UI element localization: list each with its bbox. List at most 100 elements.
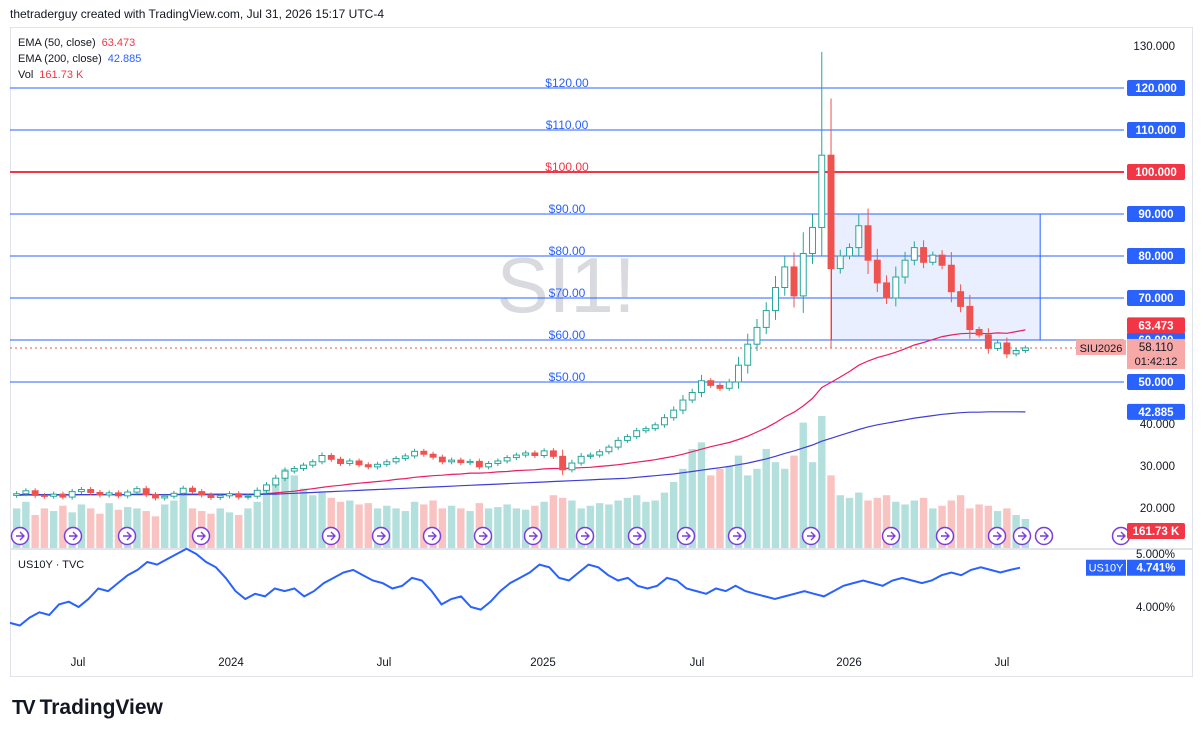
candle-body — [707, 380, 715, 386]
candle-body — [975, 329, 983, 336]
volume-bar — [660, 492, 669, 548]
candle-body — [642, 428, 650, 432]
volume-bar — [679, 468, 687, 548]
candle-body — [50, 493, 58, 497]
volume-bar — [512, 508, 521, 548]
volume-bar — [410, 501, 419, 548]
volume-bar — [318, 492, 326, 548]
volume-bar — [734, 455, 743, 548]
volume-bar — [975, 504, 983, 548]
volume-bar — [299, 488, 308, 548]
candle-body — [531, 452, 539, 457]
price-level-badge — [1127, 122, 1185, 138]
candle-body — [13, 493, 21, 496]
candle-body — [938, 254, 946, 266]
legend-volume-value: 161.73 K — [39, 69, 84, 81]
candle-body — [429, 453, 437, 458]
legend-ema50[interactable]: EMA (50, close) 63.473 — [18, 35, 141, 51]
volume-bar — [346, 500, 354, 548]
price-level-badge — [1127, 248, 1185, 264]
volume-bar — [910, 500, 919, 548]
candle-body — [753, 326, 761, 345]
volume-bar — [253, 501, 261, 548]
candle-body — [660, 417, 668, 426]
volume-bar — [401, 511, 410, 548]
candle-body — [87, 489, 95, 493]
candle-body — [96, 491, 104, 496]
arrow-icon — [377, 531, 386, 541]
candle-body — [688, 392, 696, 401]
candle-body — [179, 487, 187, 494]
price-level-label: $60.00 — [549, 328, 586, 342]
candle-body — [189, 487, 196, 493]
price-level-label: $110.00 — [546, 118, 589, 132]
volume-bar — [262, 488, 271, 548]
arrow-icon — [1040, 531, 1049, 541]
range-box — [830, 213, 1041, 341]
candle-body — [744, 343, 752, 366]
volume-bar — [244, 508, 252, 548]
volume-bar — [929, 508, 937, 548]
arrow-icon — [887, 531, 896, 541]
candle-body — [577, 455, 585, 464]
candle-body — [161, 495, 169, 499]
legend-ema200-label: EMA (200, close) — [18, 53, 102, 65]
candle-body — [623, 436, 631, 441]
candle-body — [772, 287, 779, 312]
volume-bar — [836, 495, 844, 548]
candle-body — [698, 380, 705, 393]
arrow-icon — [581, 531, 590, 541]
candle-body — [781, 266, 789, 289]
candle-body — [957, 291, 965, 307]
arrow-icon — [1117, 531, 1126, 541]
candle-body — [984, 334, 992, 349]
legend-ema200[interactable]: EMA (200, close) 42.885 — [18, 51, 141, 67]
candle-body — [337, 458, 344, 464]
candle-body — [494, 460, 502, 464]
tradingview-brand: TradingView — [39, 696, 163, 719]
candle-body — [346, 460, 354, 464]
volume-bar — [235, 515, 243, 548]
candle-body — [475, 460, 483, 468]
volume-bar — [105, 503, 113, 548]
volume-bar — [697, 442, 706, 548]
price-level-badge — [1127, 206, 1185, 222]
volume-bar — [549, 495, 558, 548]
volume-bar — [623, 497, 632, 548]
arrow-icon — [197, 531, 206, 541]
legend-volume-label: Vol — [18, 69, 34, 81]
candle-body — [568, 462, 576, 471]
candle-body — [438, 456, 446, 463]
us10y-axis-tick: 4.000% — [1136, 602, 1175, 614]
arrow-icon — [633, 531, 642, 541]
chart-header: thetraderguy created with TradingView.co… — [10, 7, 384, 21]
volume-bar — [707, 475, 715, 548]
arrow-icon — [993, 531, 1002, 541]
price-level-badge-text: 100.000 — [1135, 167, 1177, 179]
x-axis-tick: 2024 — [218, 657, 244, 669]
volume-bar — [179, 495, 187, 548]
last-price-badge — [1127, 338, 1185, 369]
candle-body — [892, 276, 900, 299]
candle-body — [716, 384, 724, 389]
volume-bar — [753, 468, 761, 548]
candle-body — [1003, 342, 1011, 355]
candle-body — [124, 491, 132, 497]
volume-bar — [225, 512, 234, 548]
candle-body — [762, 310, 770, 328]
candle-body — [605, 446, 613, 453]
candle-body — [22, 490, 30, 495]
chart-frame — [10, 27, 1193, 677]
legend-volume[interactable]: Vol 161.73 K — [18, 67, 141, 83]
us10y-line — [9, 547, 1021, 627]
volume-bar — [216, 508, 224, 548]
candle-body — [614, 439, 622, 448]
volume-bar — [429, 500, 437, 548]
candle-body — [59, 493, 67, 498]
arrow-icon — [941, 531, 950, 541]
volume-bar — [799, 422, 807, 548]
volume-bar — [956, 495, 965, 548]
volume-bar — [160, 504, 169, 548]
ema-value-badge — [1127, 403, 1185, 420]
